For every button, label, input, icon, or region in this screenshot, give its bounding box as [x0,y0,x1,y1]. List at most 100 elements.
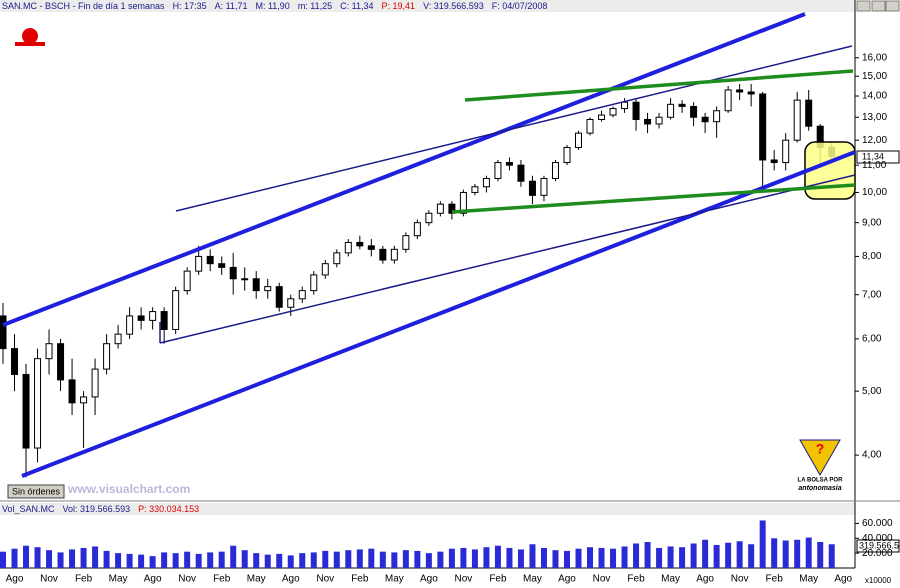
candle-body [759,93,767,161]
volume-bar [46,550,53,568]
x-tick-label: Ago [6,574,24,585]
candle-body [91,368,99,398]
candle-body [126,315,134,335]
volume-bar [310,552,317,568]
header-item: V: 319.566.593 [423,1,484,11]
candle-body [0,315,7,350]
candle-body [575,132,582,148]
volume-bar [402,550,409,568]
volume-bar [184,551,191,568]
window-button[interactable] [856,0,871,12]
bolsa-logo: ? [799,439,841,477]
volume-bar [633,543,640,568]
candle-body [770,159,778,164]
volume-multiplier: x10000 [865,576,892,585]
candle-body [149,311,157,321]
volume-bar [483,547,490,568]
volume-bar [828,544,835,568]
x-tick-label: Feb [351,574,369,585]
window-button[interactable] [885,0,900,12]
volume-bar [782,540,789,568]
header-item: A: 11,71 [214,1,248,11]
header-item: P: 19,41 [381,1,416,11]
header: SAN.MC - BSCH - Fin de día 1 semanas H: 1… [2,0,547,12]
candle-body [598,114,606,120]
candle-body [586,118,594,134]
candle-body [114,333,122,345]
x-tick-label: Ago [282,574,300,585]
volume-bar [644,542,651,568]
candle-body [218,263,226,268]
y-tick-label: 8,00 [862,251,882,262]
candle-body [436,203,444,214]
marks [0,83,836,568]
candle-body [103,343,111,370]
candle-body [471,186,479,193]
candle-body [80,396,88,404]
candle-body [551,162,559,179]
x-tick-label: May [523,574,542,585]
x-tick-label: Feb [766,574,784,585]
y-tick-label: 4,00 [862,450,882,461]
y-tick-label: 16,00 [862,52,887,63]
x-tick-label: May [799,574,818,585]
candle-body [287,298,295,308]
candle-body [655,116,663,125]
candle-body [459,191,467,214]
volume-bar [264,554,271,568]
x-tick-label: Ago [420,574,438,585]
volume-bar [138,554,145,568]
x-tick-label: Nov [316,574,334,585]
candle-body [517,164,525,182]
volume-bar [195,553,202,568]
candle-body [229,266,237,280]
volume-bar [172,553,179,568]
volume-bar [276,553,283,568]
orders-button-label[interactable]: Sin órdenes [12,486,61,496]
x-tick-label: May [661,574,680,585]
y-tick-label: 5,00 [862,386,882,397]
candle-body [402,235,410,250]
candle-body [678,103,686,107]
volume-bar [471,549,478,568]
y-tick-label: 15,00 [862,71,887,82]
y-tick-label: 11,00 [862,160,887,171]
x-tick-label: Nov [178,574,196,585]
x-tick-label: Feb [489,574,507,585]
volume-bar [552,550,559,568]
x-tick-label: May [247,574,266,585]
volume-bar [771,538,778,568]
header-item: P: 330.034.153 [138,504,200,514]
candle-body [736,89,744,93]
last-price-box [856,150,900,164]
candle-body [644,118,652,125]
volume-bar [563,550,570,568]
candle-body [172,290,180,330]
candle-body [298,290,306,300]
volume-bar [230,545,237,568]
header-item: F: 04/07/2008 [491,1,548,11]
header-item: Vol: 319.566.593 [62,504,131,514]
volume-bar [598,547,605,568]
header-item: C: 11,34 [340,1,374,11]
candle-body [137,315,145,321]
volume-bar [414,550,421,568]
volume-bar [621,546,628,568]
volume-bar [0,551,6,568]
last-price-label: 11,34 [862,151,884,161]
window-button[interactable] [871,0,886,12]
candle-body [356,241,364,247]
volume-bar [69,549,76,568]
candle-body [805,99,813,127]
volume-bar [736,541,743,568]
orders-button[interactable] [7,484,65,499]
y-tick-label: 40.000 [862,533,893,544]
volume-bar [805,537,812,568]
volume-bar [656,547,663,568]
volume-bar [23,545,30,568]
y-tick-label: 10,00 [862,187,887,198]
x-tick-label: Nov [593,574,611,585]
header-item: m: 11,25 [297,1,333,11]
